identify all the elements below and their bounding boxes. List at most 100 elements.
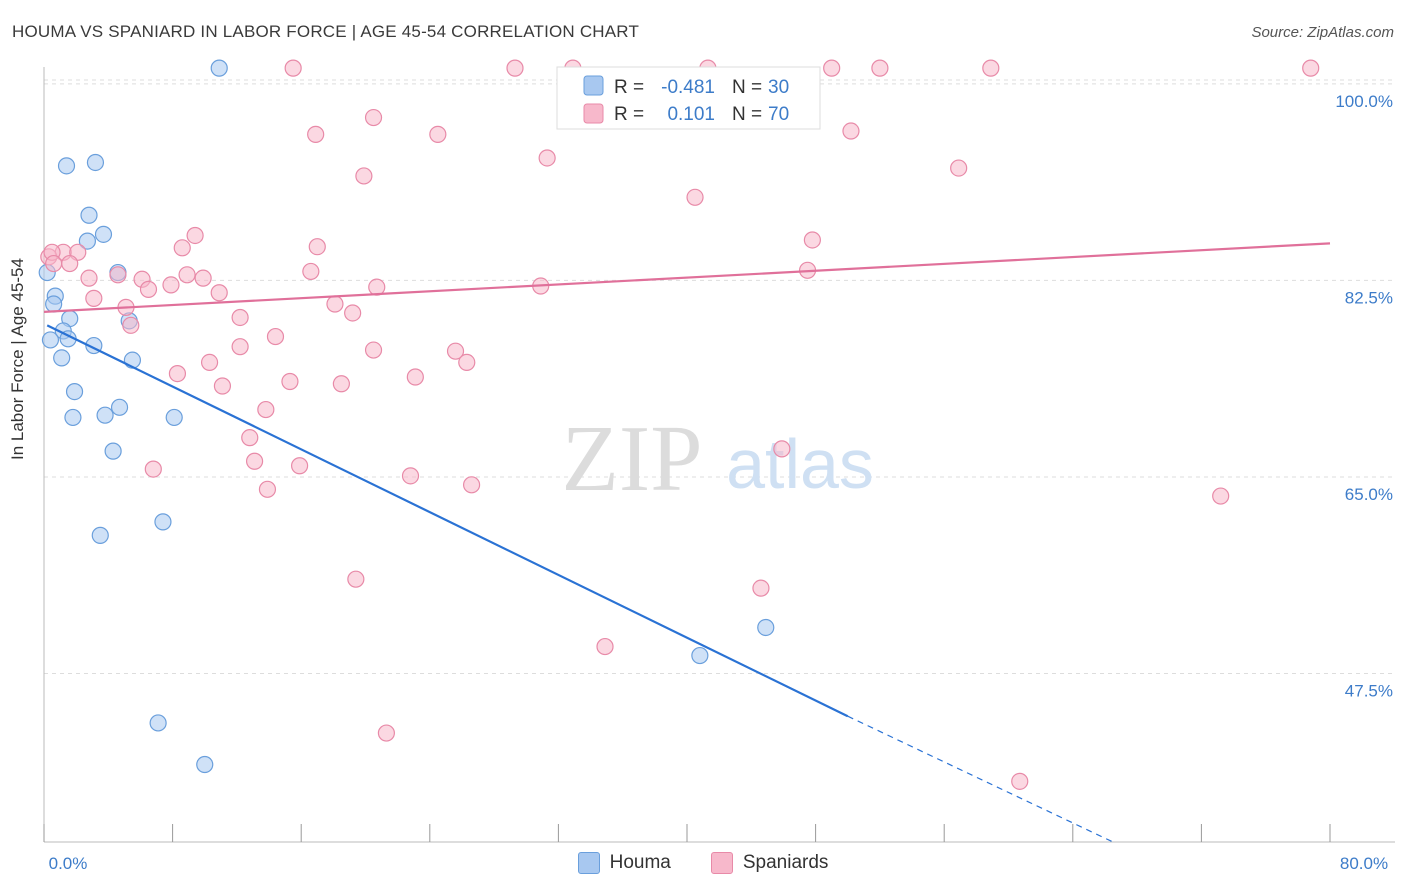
- y-tick-label: 82.5%: [1345, 288, 1393, 307]
- houma-point[interactable]: [45, 295, 63, 313]
- legend-houma-r-value: -0.481: [661, 77, 715, 98]
- legend-spaniards-n-label: N =: [732, 104, 762, 125]
- spaniards-label: Spaniards: [742, 852, 829, 873]
- legend-houma-n-label: N =: [732, 77, 762, 98]
- houma-trend-line: [46, 324, 849, 718]
- houma-point[interactable]: [86, 153, 105, 172]
- houma-point[interactable]: [91, 526, 109, 544]
- spaniards-point[interactable]: [109, 266, 127, 284]
- spaniards-point[interactable]: [506, 59, 524, 77]
- spaniards-point[interactable]: [200, 353, 219, 371]
- spaniards-point[interactable]: [307, 125, 325, 143]
- spaniards-point[interactable]: [773, 440, 791, 458]
- houma-point[interactable]: [96, 406, 114, 424]
- spaniards-point[interactable]: [982, 59, 1000, 77]
- spaniards-point[interactable]: [458, 353, 476, 371]
- spaniards-point[interactable]: [344, 304, 362, 322]
- spaniards-point[interactable]: [85, 289, 103, 307]
- spaniards-point[interactable]: [377, 724, 395, 742]
- spaniards-point[interactable]: [950, 159, 968, 177]
- spaniards-point[interactable]: [326, 295, 344, 313]
- legend-houma-n-value: 30: [768, 77, 789, 98]
- spaniards-point[interactable]: [258, 480, 277, 498]
- spaniards-point[interactable]: [823, 59, 841, 77]
- spaniards-point[interactable]: [364, 108, 383, 127]
- spaniards-point[interactable]: [842, 122, 860, 140]
- spaniards-point[interactable]: [290, 457, 309, 475]
- spaniards-point[interactable]: [1212, 487, 1230, 505]
- axes: [43, 67, 1395, 843]
- houma-point[interactable]: [78, 232, 97, 250]
- spaniards-point[interactable]: [80, 269, 98, 287]
- houma-point[interactable]: [149, 714, 167, 732]
- spaniards-point[interactable]: [178, 266, 196, 284]
- houma-point[interactable]: [110, 398, 129, 416]
- houma-point[interactable]: [165, 408, 183, 427]
- spaniards-point[interactable]: [364, 341, 383, 359]
- spaniards-point[interactable]: [210, 284, 228, 302]
- spaniards-point[interactable]: [752, 579, 770, 597]
- spaniards-point[interactable]: [241, 429, 259, 447]
- houma-point[interactable]: [154, 513, 172, 531]
- spaniards-point[interactable]: [168, 365, 187, 383]
- legend-swatch-spaniards: [583, 103, 604, 124]
- y-tick-label: 65.0%: [1345, 485, 1393, 504]
- legend-spaniards-n-value: 70: [768, 104, 789, 125]
- legend-swatch-houma: [583, 75, 604, 96]
- spaniards-point[interactable]: [245, 452, 264, 470]
- spaniards-point[interactable]: [686, 188, 704, 206]
- spaniards-point[interactable]: [302, 262, 320, 281]
- spaniards-point[interactable]: [355, 167, 373, 185]
- houma-point[interactable]: [80, 206, 98, 224]
- spaniards-point[interactable]: [1011, 772, 1029, 790]
- spaniards-point[interactable]: [266, 327, 285, 346]
- spaniards-point[interactable]: [186, 226, 204, 245]
- spaniards-point[interactable]: [596, 637, 614, 656]
- spaniards-point[interactable]: [446, 342, 465, 360]
- spaniards-point[interactable]: [803, 231, 821, 249]
- spaniards-point[interactable]: [347, 570, 365, 588]
- spaniards-point[interactable]: [194, 269, 212, 287]
- houma-point[interactable]: [53, 349, 71, 367]
- houma-point[interactable]: [65, 383, 84, 401]
- spaniards-point[interactable]: [213, 377, 232, 395]
- spaniards-point[interactable]: [61, 254, 79, 273]
- spaniards-point[interactable]: [45, 254, 63, 273]
- spaniards-point[interactable]: [871, 59, 889, 77]
- spaniards-point[interactable]: [332, 375, 350, 393]
- spaniards-point[interactable]: [308, 238, 326, 256]
- legend-item-spaniards[interactable]: Spaniards: [710, 852, 829, 874]
- legend-item-houma[interactable]: Houma: [577, 852, 671, 874]
- spaniards-point[interactable]: [406, 368, 424, 386]
- spaniards-point[interactable]: [144, 460, 162, 478]
- spaniards-point[interactable]: [462, 476, 481, 494]
- spaniards-point[interactable]: [139, 280, 158, 298]
- spaniards-point[interactable]: [281, 372, 299, 391]
- houma-swatch: [577, 852, 600, 874]
- spaniards-point[interactable]: [173, 239, 191, 257]
- houma-point[interactable]: [196, 755, 214, 774]
- spaniards-point[interactable]: [231, 308, 249, 327]
- series-legend: Houma Spaniards: [0, 852, 1406, 874]
- houma-point[interactable]: [57, 157, 76, 175]
- spaniards-point[interactable]: [284, 59, 302, 77]
- spaniards-point[interactable]: [1302, 59, 1320, 77]
- houma-point[interactable]: [757, 618, 775, 637]
- trend-lines: [43, 242, 1331, 843]
- houma-point[interactable]: [210, 59, 228, 77]
- houma-point[interactable]: [691, 646, 709, 665]
- houma-point[interactable]: [64, 408, 82, 427]
- houma-label: Houma: [609, 852, 671, 873]
- spaniards-point[interactable]: [231, 338, 249, 356]
- spaniards-point[interactable]: [538, 149, 556, 167]
- spaniards-swatch: [710, 852, 733, 874]
- houma-point[interactable]: [104, 442, 122, 460]
- houma-point[interactable]: [94, 225, 113, 243]
- spaniards-point[interactable]: [162, 276, 180, 294]
- spaniards-point[interactable]: [401, 467, 420, 485]
- spaniards-point[interactable]: [429, 125, 447, 143]
- spaniards-point[interactable]: [257, 400, 275, 419]
- spaniards-point[interactable]: [122, 316, 140, 334]
- houma-point[interactable]: [41, 331, 60, 349]
